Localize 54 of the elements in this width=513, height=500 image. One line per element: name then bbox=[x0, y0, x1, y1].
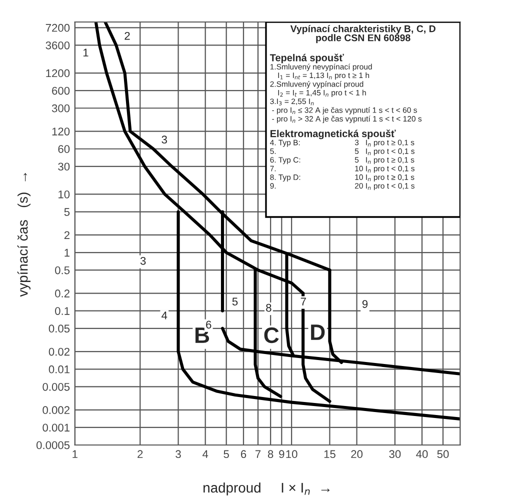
annotation: Elektromagnetická spoušť bbox=[270, 130, 396, 140]
y-tick-label: 1200 bbox=[46, 69, 70, 78]
x-tick-label: 6 bbox=[240, 450, 246, 458]
annotation: 3 bbox=[140, 256, 146, 265]
annotation: 4 bbox=[162, 312, 168, 320]
x-tick-label: 3 bbox=[176, 450, 181, 458]
y-tick-label: 60 bbox=[58, 145, 70, 154]
x-tick-label: 7 bbox=[255, 450, 261, 458]
y-tick-label: 0.001 bbox=[42, 424, 70, 432]
y-tick-label: 0.002 bbox=[42, 406, 70, 414]
y-tick-label: 0.2 bbox=[55, 290, 70, 298]
y-tick-label: 30 bbox=[58, 162, 70, 171]
annotation: 8 bbox=[266, 304, 272, 312]
y-tick-label: 0.005 bbox=[42, 382, 70, 391]
x-tick-label: 50 bbox=[437, 450, 449, 458]
annotation: Tepelná spoušť bbox=[270, 54, 344, 64]
annotation: 6 bbox=[206, 320, 212, 329]
annotation: D bbox=[311, 324, 325, 340]
text: Vypínací charakteristiky B, C, D podle CSN EN 60898 bbox=[290, 24, 436, 44]
x-tick-label: 9 bbox=[279, 450, 284, 458]
y-tick-label: 0.05 bbox=[48, 324, 70, 333]
x-tick-label: 10 bbox=[286, 450, 298, 458]
x-tick-label: 15 bbox=[324, 450, 336, 458]
y-tick-label: 300 bbox=[52, 104, 70, 112]
x-tick-label: 1 bbox=[72, 450, 78, 458]
y-tick-label: 0.1 bbox=[55, 307, 70, 315]
y-tick-label: 120 bbox=[52, 128, 70, 136]
x-tick-label: 5 bbox=[224, 450, 229, 458]
annotation: 2 bbox=[124, 32, 130, 40]
x-tick-label: 20 bbox=[351, 450, 363, 458]
y-tick-label: 3600 bbox=[46, 41, 70, 50]
annotation: 9 bbox=[362, 300, 368, 308]
annotation: 1 bbox=[83, 48, 88, 56]
x-tick-label: 30 bbox=[389, 450, 401, 458]
y-tick-label: 0.01 bbox=[48, 365, 70, 374]
y-tick-label: 5 bbox=[64, 208, 70, 216]
y-tick-label: 2 bbox=[64, 231, 70, 240]
annotation: C bbox=[264, 327, 279, 344]
y-tick-label: 600 bbox=[52, 86, 70, 95]
y-tick-label: 0.02 bbox=[48, 348, 70, 356]
y-tick-label: 10 bbox=[58, 190, 70, 198]
x-tick-label: 40 bbox=[416, 450, 428, 458]
annotation: 3 bbox=[162, 136, 167, 144]
y-tick-label: 1 bbox=[64, 248, 70, 257]
y-axis-title: vypínací čas (s) → bbox=[17, 173, 30, 297]
x-tick-label: 4 bbox=[202, 450, 208, 458]
annotation: 7 bbox=[300, 298, 306, 306]
annotation: 5 bbox=[232, 298, 238, 306]
x-axis-title: nadproud I × I$_{n}$ → bbox=[204, 482, 330, 496]
y-tick-label: 0.5 bbox=[55, 266, 70, 274]
y-tick-label: 0.0005 bbox=[36, 441, 70, 450]
x-tick-label: 8 bbox=[268, 450, 274, 458]
x-tick-label: 2 bbox=[138, 450, 143, 458]
y-tick-label: 7200 bbox=[46, 24, 70, 32]
